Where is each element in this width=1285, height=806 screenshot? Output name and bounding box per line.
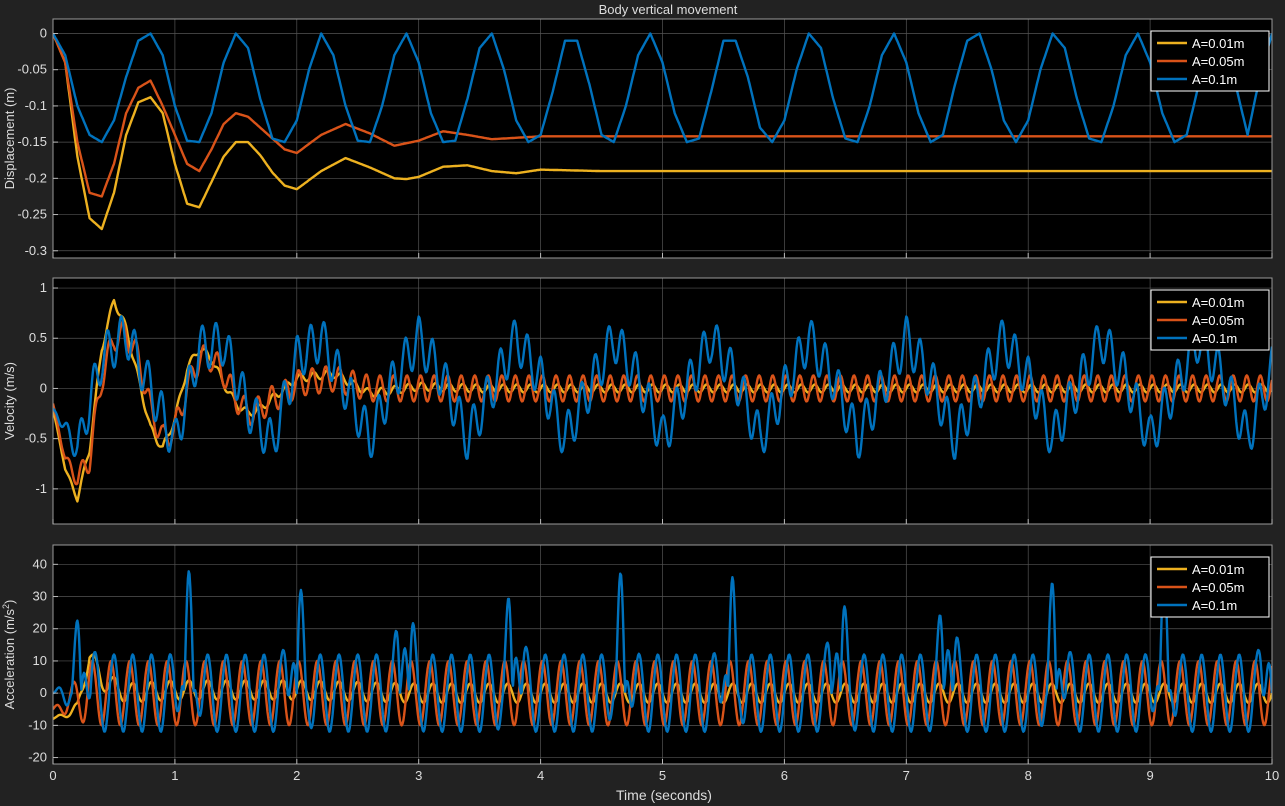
x-tick-label: 5 — [659, 768, 666, 783]
x-tick-label: 4 — [537, 768, 544, 783]
series-group — [53, 298, 1272, 503]
y-tick-label: -0.2 — [25, 170, 47, 185]
legend-entry: A=0.05m — [1192, 313, 1244, 328]
x-tick-label: 9 — [1146, 768, 1153, 783]
y-tick-label: -0.1 — [25, 98, 47, 113]
y-tick-label: 1 — [40, 280, 47, 295]
series-line-A=0.01m — [53, 33, 1272, 231]
x-tick-label: 3 — [415, 768, 422, 783]
figure-title: Body vertical movement — [599, 2, 738, 17]
y-tick-label: -1 — [35, 481, 47, 496]
series-group — [53, 570, 1272, 733]
x-tick-label: 10 — [1265, 768, 1279, 783]
y-tick-label: -0.5 — [25, 431, 47, 446]
legend-entry: A=0.1m — [1192, 331, 1237, 346]
y-tick-label: -0.25 — [17, 207, 47, 222]
y-tick-label: 0.5 — [29, 330, 47, 345]
legend-entry: A=0.05m — [1192, 54, 1244, 69]
y-tick-label: -0.3 — [25, 243, 47, 258]
y-tick-label: -10 — [28, 717, 47, 732]
y-tick-label: 30 — [33, 589, 47, 604]
y-tick-label: -0.05 — [17, 62, 47, 77]
x-axis-label: Time (seconds) — [616, 787, 712, 803]
legend: A=0.01m A=0.05m A=0.1m — [1150, 30, 1270, 92]
legend-entry: A=0.1m — [1192, 72, 1237, 87]
legend: A=0.01m A=0.05m A=0.1m — [1150, 289, 1270, 351]
series-line-A=0.1m — [53, 32, 1272, 144]
series-line-A=0.1m — [53, 570, 1272, 733]
legend-entry: A=0.01m — [1192, 36, 1244, 51]
series-line-A=0.05m — [53, 33, 1272, 198]
y-tick-label: -20 — [28, 750, 47, 765]
y-tick-label: 0 — [40, 380, 47, 395]
series-line-A=0.1m — [53, 315, 1272, 460]
y-axis-label: Acceleration (m/s2) — [1, 600, 17, 710]
x-tick-label: 6 — [781, 768, 788, 783]
displacement-axes: 0 -0.05 -0.1 -0.15 -0.2 -0.25 -0.3 Displacement… — [2, 18, 1273, 259]
y-tick-label: 0 — [40, 685, 47, 700]
y-tick-label: 10 — [33, 653, 47, 668]
y-tick-label: -0.15 — [17, 134, 47, 149]
y-tick-label: 20 — [33, 621, 47, 636]
x-tick-label: 2 — [293, 768, 300, 783]
legend-entry: A=0.01m — [1192, 562, 1244, 577]
x-tick-label: 1 — [171, 768, 178, 783]
legend-entry: A=0.1m — [1192, 598, 1237, 613]
series-group — [53, 32, 1272, 231]
legend-entry: A=0.01m — [1192, 295, 1244, 310]
legend: A=0.01m A=0.05m A=0.1m — [1150, 556, 1270, 618]
x-tick-label: 0 — [49, 768, 56, 783]
x-tick-label: 7 — [903, 768, 910, 783]
y-axis-label: Velocity (m/s) — [2, 362, 17, 440]
y-axis-label-close: ) — [2, 600, 17, 604]
x-tick-label: 8 — [1025, 768, 1032, 783]
y-axis-label: Displacement (m) — [2, 88, 17, 190]
y-tick-label: 40 — [33, 556, 47, 571]
y-axis-label-superscript: 2 — [1, 604, 11, 609]
legend-entry: A=0.05m — [1192, 580, 1244, 595]
y-tick-label: 0 — [40, 25, 47, 40]
